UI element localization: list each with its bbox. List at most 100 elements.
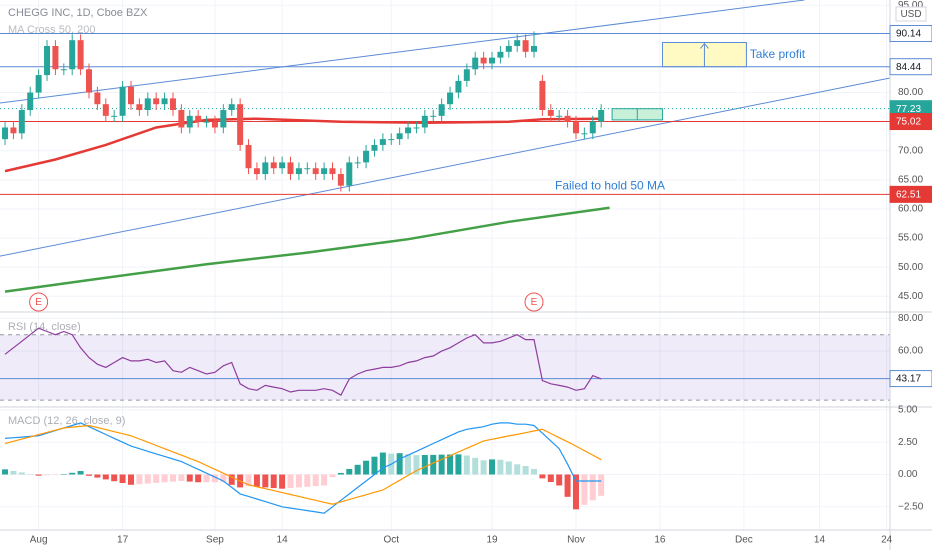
candle-body — [35, 75, 42, 93]
macd-histogram-bar — [35, 474, 42, 476]
x-tick-label: 16 — [654, 535, 666, 546]
macd-histogram-bar — [295, 474, 302, 488]
candle-body — [119, 86, 126, 116]
macd-histogram-bar — [60, 474, 67, 476]
candle-body — [539, 80, 546, 111]
macd-histogram-bar — [497, 459, 504, 475]
price-label: 90.14 — [896, 29, 921, 40]
candle-body — [94, 92, 101, 105]
y-tick-label: 0.00 — [898, 469, 918, 480]
price-label: 77.23 — [896, 104, 921, 115]
y-tick-label: 55.00 — [898, 233, 923, 244]
candle-body — [547, 110, 554, 116]
macd-histogram-bar — [228, 474, 235, 485]
macd-histogram-bar — [522, 465, 529, 475]
macd-histogram-bar — [153, 474, 160, 483]
annotation: Failed to hold 50 MA — [555, 178, 665, 192]
y-tick-label: 50.00 — [898, 262, 923, 273]
macd-histogram-bar — [455, 454, 462, 475]
candle-body — [228, 104, 235, 111]
earnings-marker — [524, 292, 544, 312]
zone-arrow-head — [700, 42, 709, 49]
macd-histogram-bar — [564, 474, 571, 497]
candle-body — [388, 139, 395, 141]
candle-body — [153, 98, 160, 105]
y-tick-label: 45.00 — [898, 291, 923, 302]
price-label: 75.02 — [896, 117, 921, 128]
macd-histogram-bar — [556, 474, 563, 486]
candle-body — [195, 115, 202, 122]
candle-body — [69, 40, 76, 70]
macd-histogram-bar — [18, 472, 25, 475]
macd-histogram-bar — [119, 474, 126, 484]
macd-histogram-bar — [86, 474, 92, 476]
y-tick-label: 60.00 — [898, 346, 923, 357]
earnings-label: E — [35, 297, 42, 308]
macd-histogram-bar — [405, 454, 412, 475]
macd-histogram-bar — [262, 474, 269, 488]
chart-title: CHEGG INC, 1D, Cboe BZX — [8, 7, 148, 19]
candle-body — [287, 162, 294, 175]
candle-body — [52, 45, 59, 70]
macd-histogram-bar — [270, 474, 277, 489]
x-tick-label: Nov — [567, 535, 585, 546]
macd-histogram-bar — [245, 474, 252, 487]
x-tick-label: Sep — [206, 535, 224, 546]
candle-body — [237, 104, 244, 145]
indicator-legend: MA Cross 50, 200 — [8, 24, 95, 36]
macd-histogram-bar — [94, 474, 101, 478]
currency: USD — [900, 9, 921, 20]
candle-body — [405, 127, 412, 134]
macd-histogram-bar — [287, 474, 294, 489]
macd-histogram-bar — [111, 474, 118, 482]
macd-histogram-bar — [581, 474, 588, 505]
macd-histogram-bar — [186, 474, 193, 482]
candle-body — [127, 86, 134, 105]
macd-histogram-bar — [379, 452, 386, 475]
x-tick-label: 14 — [814, 535, 826, 546]
candle-body — [396, 133, 403, 140]
candle-body — [18, 110, 25, 134]
candle-body — [211, 121, 218, 128]
rsi-band — [0, 334, 890, 401]
axes: Aug 17 Sep 14 Oct 19 Nov 16 Dec 14 24 95.00 80.00 70.… — [30, 0, 932, 546]
candle-body — [136, 104, 143, 111]
candle-body — [346, 162, 353, 186]
macd-histogram-bar — [279, 474, 286, 489]
price-label: 84.44 — [896, 62, 921, 73]
y-tick-label: 65.00 — [898, 175, 923, 186]
macd-histogram-bar — [178, 474, 185, 481]
macd-histogram-bar — [589, 474, 596, 501]
candle-body — [463, 69, 470, 81]
candle-body — [86, 69, 92, 93]
macd-histogram-bar — [203, 474, 210, 483]
moving-average — [4, 117, 602, 173]
candle-body — [472, 57, 479, 70]
candle-body — [337, 174, 344, 186]
macd-histogram-bar — [161, 474, 168, 483]
macd-histogram-bar — [304, 474, 311, 487]
macd-histogram-bar — [136, 474, 143, 485]
x-tick-label: 14 — [277, 535, 289, 546]
macd-histogram-bar — [346, 468, 353, 475]
candle-body — [514, 40, 521, 46]
macd-histogram-bar — [547, 474, 554, 482]
candle-body — [413, 127, 420, 129]
candle-body — [102, 104, 109, 116]
candle-body — [505, 45, 512, 52]
macd-histogram-bar — [211, 474, 218, 483]
candle-body — [564, 115, 571, 122]
macd-histogram-bar — [396, 453, 403, 475]
candle-body — [438, 104, 445, 116]
y-tick-label: 5.00 — [898, 405, 918, 416]
candle-body — [77, 40, 84, 70]
candle-body — [589, 121, 596, 134]
x-tick-label: 19 — [486, 535, 498, 546]
earnings-label: E — [531, 297, 538, 308]
candle-body — [455, 80, 462, 93]
candle-body — [262, 162, 269, 175]
price-label-box — [889, 113, 932, 131]
macd-histogram-bar — [77, 471, 84, 475]
macd-histogram-bar — [27, 473, 34, 475]
candle-body — [421, 115, 428, 128]
